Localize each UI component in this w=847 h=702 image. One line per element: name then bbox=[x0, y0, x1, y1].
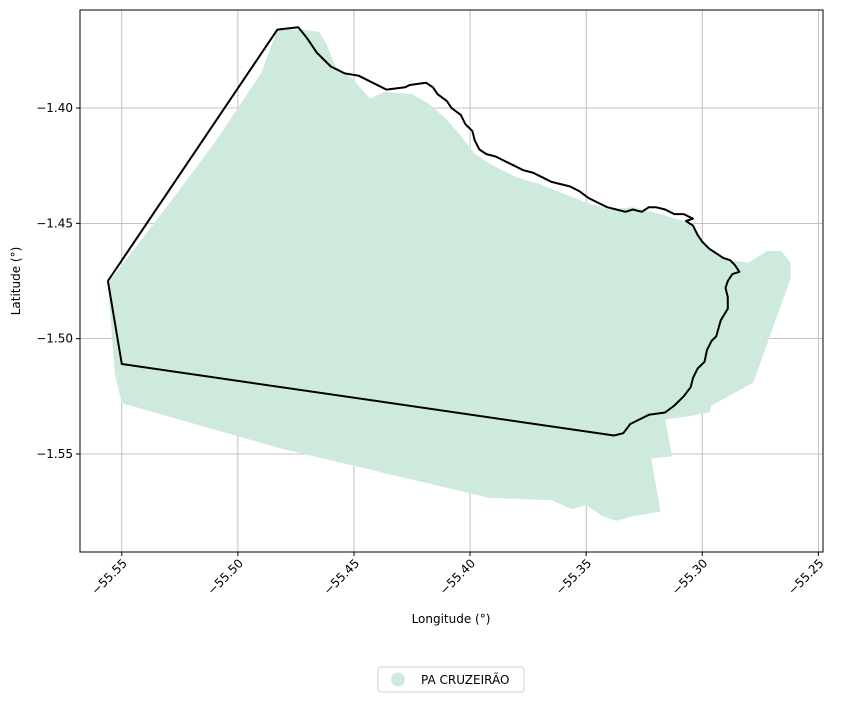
legend: PA CRUZEIRÃO bbox=[377, 666, 525, 693]
y-tick-label-1: −1.45 bbox=[36, 216, 73, 230]
x-tick-label-4: −55.35 bbox=[553, 556, 594, 597]
legend-frame bbox=[377, 666, 525, 693]
axes-frame bbox=[79, 9, 824, 553]
x-tick-label-0: −55.55 bbox=[89, 556, 130, 597]
y-axis-ticks: −1.40 −1.45 −1.50 −1.55 bbox=[36, 101, 80, 461]
boundary-line bbox=[106, 26, 741, 437]
y-tick-label-2: −1.50 bbox=[36, 332, 73, 346]
x-axis-ticks: −55.55 −55.50 −55.45 −55.40 −55.35 −55.30 −55.… bbox=[89, 552, 826, 598]
y-axis-label: Latitude (°) bbox=[9, 247, 23, 316]
x-axis-label: Longitude (°) bbox=[412, 612, 491, 626]
x-tick-label-2: −55.45 bbox=[321, 556, 362, 597]
y-tick-label-3: −1.55 bbox=[36, 447, 73, 461]
filled-region-pa-cruzeirao bbox=[107, 29, 791, 521]
y-tick-label-0: −1.40 bbox=[36, 101, 73, 115]
legend-swatch bbox=[391, 672, 405, 687]
x-tick-label-3: −55.40 bbox=[437, 556, 478, 597]
x-tick-label-6: −55.25 bbox=[785, 556, 826, 597]
legend-label: PA CRUZEIRÃO bbox=[421, 672, 509, 687]
x-tick-label-5: −55.30 bbox=[669, 556, 710, 597]
x-tick-label-1: −55.50 bbox=[205, 556, 246, 597]
